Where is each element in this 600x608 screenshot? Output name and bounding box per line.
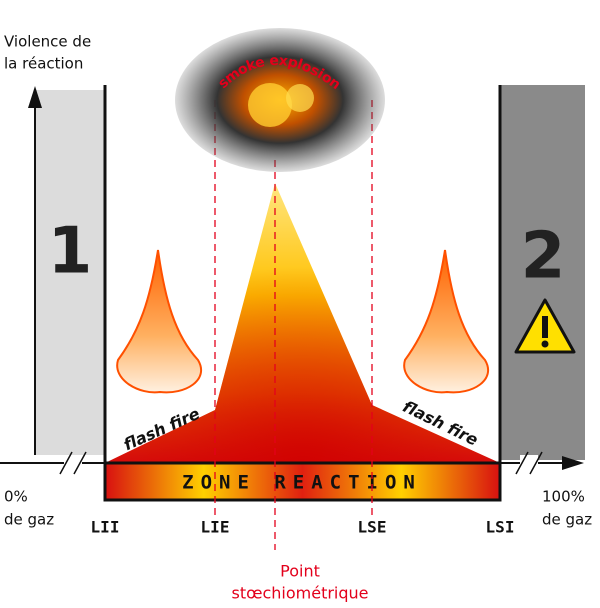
zone-band [103, 461, 502, 502]
axis-break [59, 451, 543, 475]
y-axis-label: Violence de [4, 33, 91, 51]
limit-label: LSI [486, 518, 515, 537]
x-axis-arrow [562, 456, 584, 470]
stoichiometric-label: Point [280, 562, 320, 581]
zone-2-label: 2 [521, 220, 566, 294]
flame-right [403, 249, 489, 394]
x-end-label: 100% [542, 488, 585, 506]
explosion-cloud [175, 28, 385, 172]
dashed-lines [214, 100, 373, 550]
stoichiometric-label: stœchiométrique [231, 584, 368, 603]
limit-label: LII [91, 518, 120, 537]
y-axis-label: la réaction [4, 55, 83, 73]
band-label: ZONE REACTION [182, 472, 422, 494]
reaction-core [105, 183, 500, 463]
y-axis-arrow [28, 86, 42, 108]
warning-icon [514, 298, 576, 354]
flame-left [116, 249, 202, 394]
x-start-label: 0% [4, 488, 28, 506]
x-end-label: de gaz [542, 511, 592, 529]
zone-2-box [500, 85, 585, 460]
zone-1-label: 1 [48, 215, 93, 289]
limit-label: LIE [201, 518, 230, 537]
zone-1-box [35, 90, 105, 455]
limit-label: LSE [358, 518, 387, 537]
x-start-label: de gaz [4, 511, 54, 529]
